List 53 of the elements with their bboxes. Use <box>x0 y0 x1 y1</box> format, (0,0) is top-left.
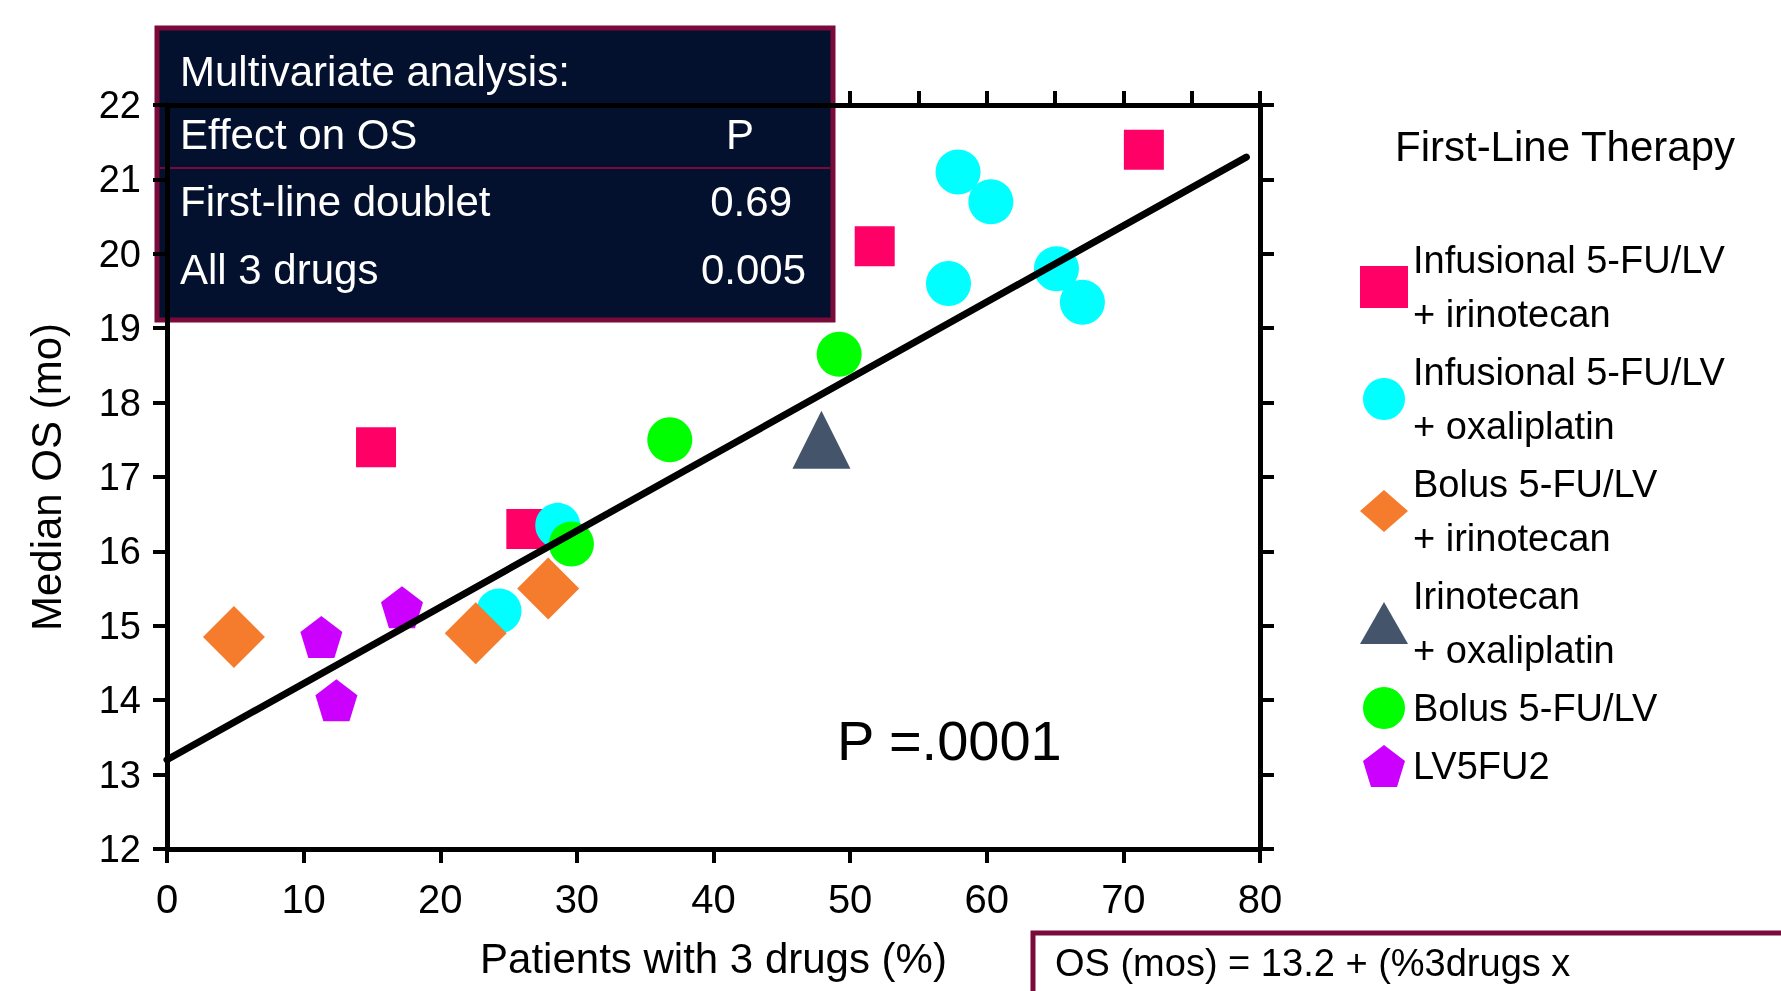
x-tick-label: 70 <box>1101 877 1146 921</box>
annotation: Effect on OS <box>180 110 418 158</box>
x-tick-label: 60 <box>964 877 1009 921</box>
point <box>300 615 343 658</box>
x-tick-label: 20 <box>418 877 463 921</box>
point <box>968 179 1014 225</box>
y-tick-label: 16 <box>98 530 141 573</box>
point <box>517 557 580 620</box>
point <box>926 261 971 307</box>
point <box>854 226 895 267</box>
point <box>315 679 358 722</box>
y-axis-title: Median OS (mo) <box>22 322 70 632</box>
y-tick-label: 20 <box>98 232 141 275</box>
annotation: First-line doublet <box>180 177 491 225</box>
legend-title: First-Line Therapy <box>1394 122 1736 170</box>
x-tick-label: 50 <box>827 877 873 921</box>
y-tick-label: 15 <box>98 604 141 647</box>
y-tick-label: 22 <box>98 84 141 126</box>
annotation: P <box>726 110 755 158</box>
point <box>1059 279 1105 325</box>
text: Multivariate analysis: <box>180 47 570 95</box>
legend-label: Infusional 5-FU/LV + irinotecan <box>1413 239 1726 335</box>
annotation: All 3 drugs <box>180 245 379 293</box>
legend-label: Bolus 5-FU/LV + irinotecan <box>1413 463 1658 559</box>
point <box>202 605 265 668</box>
legend-label: Infusional 5-FU/LV + oxaliplatin <box>1413 351 1726 447</box>
point <box>1123 129 1164 170</box>
x-axis-title: Patients with 3 drugs (%) <box>480 934 947 982</box>
point <box>444 602 507 665</box>
y-tick-label: 18 <box>98 381 141 424</box>
point <box>356 427 397 468</box>
annotation: 0.69 <box>710 177 792 225</box>
y-tick-label: 17 <box>98 456 141 498</box>
x-tick-label: 80 <box>1237 877 1283 921</box>
y-tick-label: 14 <box>98 679 141 722</box>
point <box>816 331 862 377</box>
point <box>792 410 851 469</box>
x-tick-label: 10 <box>281 877 326 921</box>
x-tick-label: 30 <box>554 877 600 921</box>
y-tick-label: 21 <box>98 158 141 201</box>
legend-label: Irinotecan + oxaliplatin <box>1413 575 1615 671</box>
y-tick-label: 12 <box>98 828 141 870</box>
point <box>935 149 981 195</box>
y-tick-label: 13 <box>98 753 141 796</box>
legend-label: Bolus 5-FU/LV <box>1413 687 1658 729</box>
y-tick-label: 19 <box>98 307 141 350</box>
legend-label: LV5FU2 <box>1413 745 1550 787</box>
annotation: P =.0001 <box>837 708 1062 772</box>
point <box>647 417 693 463</box>
text: OS (mos) = 13.2 + (%3drugs x <box>1055 942 1571 984</box>
x-tick-label: 40 <box>691 877 736 921</box>
x-tick-label: 0 <box>155 877 179 921</box>
annotation: 0.005 <box>700 245 806 293</box>
